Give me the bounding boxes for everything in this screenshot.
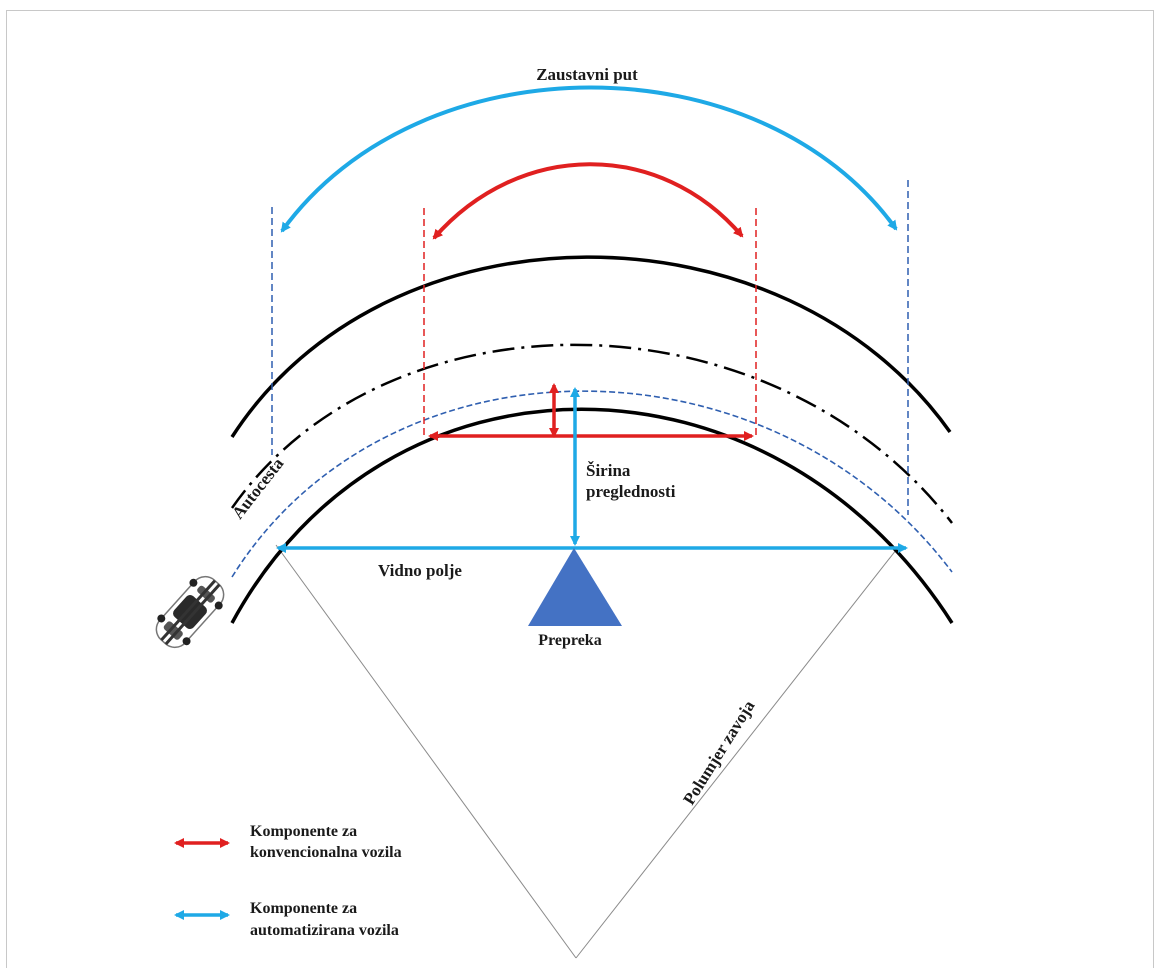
stopping-distance-automated-arrow: [280, 85, 898, 233]
road-outer-edge: [230, 255, 952, 438]
curve-radius-label: Polumjer zavoja: [679, 697, 759, 809]
radius-line-left: [275, 544, 577, 959]
obstacle-label: Prepreka: [538, 632, 601, 649]
stopping-distance-conventional-arrow: [432, 162, 744, 240]
obstacle-triangle: [528, 548, 622, 626]
car-icon: [155, 575, 225, 649]
sight-width-label-line1: Širina: [586, 461, 631, 480]
road-centre-line: [230, 343, 953, 524]
stopping-distance-label: Zaustavni put: [536, 65, 638, 84]
field-of-view-label: Vidno polje: [378, 561, 462, 580]
highway-label: Autocesta: [228, 454, 287, 523]
legend-conventional-line1: Komponente za: [250, 823, 357, 840]
legend-automated-line1: Komponente za: [250, 900, 357, 917]
road-inner-edge: [230, 407, 954, 624]
sight-width-label-line2: preglednosti: [586, 482, 676, 501]
radius-line-right: [575, 544, 901, 959]
legend-automated-line2: automatizirana vozila: [250, 922, 399, 939]
figure-frame: [6, 10, 1154, 968]
vehicle-path-line: [231, 390, 953, 578]
legend-conventional-line2: konvencionalna vozila: [250, 844, 402, 861]
